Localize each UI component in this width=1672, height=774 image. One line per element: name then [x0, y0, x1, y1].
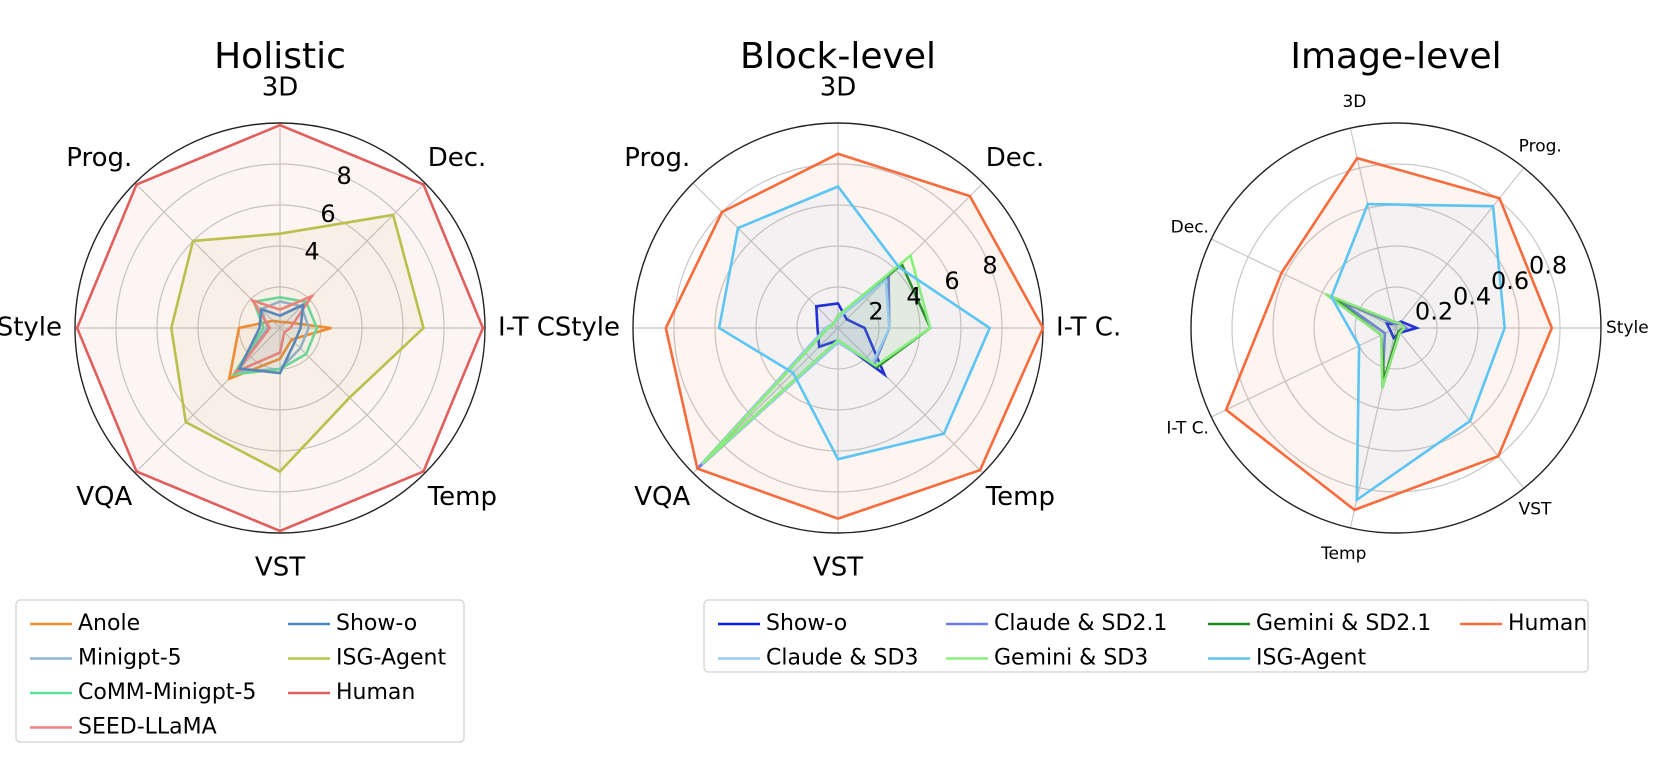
- holistic-legend: Anole Show-o Minigpt-5 ISG-Agent CoMM-Minigp…: [15, 599, 465, 743]
- axis-label-i-t-c: I-T C.: [1056, 313, 1121, 343]
- radial-tick-label: 6: [944, 267, 959, 295]
- axis-label-prog: Prog.: [66, 143, 132, 173]
- axis-label-3d: 3D: [1342, 92, 1366, 112]
- radial-tick-label: 8: [982, 252, 997, 280]
- radial-tick-label: 6: [320, 200, 335, 228]
- axis-label-temp: Temp: [1320, 544, 1366, 564]
- legend-frame: [15, 599, 465, 743]
- radial-tick-label: 2: [868, 298, 883, 326]
- radial-tick-label: 4: [906, 282, 921, 310]
- radial-tick-label: 0.4: [1453, 282, 1491, 310]
- legend-label-human: Human: [336, 680, 415, 705]
- axis-label-3d: 3D: [820, 73, 857, 103]
- axis-label-i-t-c: I-T C.: [498, 313, 563, 343]
- axis-label-dec: Dec.: [1171, 217, 1209, 237]
- outer-frame: [1190, 122, 1602, 534]
- axis-label-dec: Dec.: [986, 143, 1045, 173]
- axis-label-vst: VST: [1519, 499, 1552, 519]
- legend-label-isg-agent: ISG-Agent: [1256, 646, 1366, 671]
- grid-spoke: [1395, 327, 1525, 489]
- legend-label-comm-minigpt-5: CoMM-Minigpt-5: [78, 680, 256, 705]
- axis-label-3d: 3D: [262, 73, 299, 103]
- series-human: [664, 152, 1045, 520]
- series-gemini-sd3: [1325, 292, 1406, 389]
- series-isg-agent: [717, 184, 992, 461]
- axis-label-temp: Temp: [985, 482, 1055, 512]
- grid-spoke: [837, 327, 984, 474]
- radial-tick-label: 0.2: [1415, 298, 1453, 326]
- series-isg-agent: [1329, 202, 1507, 503]
- legend-label-show-o: Show-o: [336, 611, 417, 636]
- grid-spoke: [1349, 128, 1397, 329]
- axis-label-vst: VST: [813, 553, 863, 583]
- holistic-radar-chart: 468 3D Prog. Style VQA VST Temp I-T C. Dec. Holis…: [0, 36, 563, 583]
- series-human: [75, 123, 485, 533]
- radial-tick-label: 0.6: [1491, 267, 1529, 295]
- legend-label-minigpt-5: Minigpt-5: [78, 646, 182, 671]
- axis-label-vst: VST: [255, 553, 305, 583]
- axis-label-prog: Prog.: [624, 143, 690, 173]
- image-level-radar-chart: 0.20.40.60.8 Style Prog. 3D Dec. I-T C. Temp VS…: [1166, 36, 1648, 564]
- series-show-o: [237, 302, 305, 375]
- axis-label-style: Style: [0, 313, 62, 343]
- radial-tick-label: 8: [336, 162, 351, 190]
- legend-label-claude-sd2-1: Claude & SD2.1: [994, 611, 1167, 636]
- axis-label-style: Style: [1606, 318, 1649, 338]
- radial-tick-label: 0.8: [1529, 252, 1567, 280]
- legend-label-human: Human: [1508, 611, 1587, 636]
- legend-label-anole: Anole: [78, 611, 140, 636]
- series-isg-agent: [169, 213, 425, 474]
- legend-label-show-o: Show-o: [766, 611, 847, 636]
- axis-label-vqa: VQA: [76, 482, 132, 512]
- chart-title: Holistic: [214, 36, 346, 77]
- axis-label-temp: Temp: [427, 482, 497, 512]
- grid-spoke: [1211, 238, 1397, 329]
- legend-frame: [703, 599, 1589, 673]
- grid-spoke: [1211, 327, 1397, 418]
- legend-label-gemini-sd2-1: Gemini & SD2.1: [1256, 611, 1431, 636]
- radial-tick-label: 4: [304, 238, 319, 266]
- axis-label-prog: Prog.: [1519, 137, 1562, 157]
- series-comm-minigpt-5: [231, 295, 319, 377]
- chart-title: Block-level: [740, 36, 936, 77]
- block-level-legend: Show-o Claude & SD2.1 Gemini & SD2.1 Human C…: [703, 599, 1589, 673]
- legend-label-seed-llama: SEED-LLaMA: [78, 715, 217, 740]
- outer-frame: [74, 122, 486, 534]
- series-seed-llama: [232, 293, 316, 375]
- legend-label-gemini-sd3: Gemini & SD3: [994, 646, 1148, 671]
- grid-spoke: [692, 182, 839, 329]
- axis-label-i-t-c: I-T C.: [1166, 419, 1209, 439]
- grid-spoke: [279, 327, 426, 474]
- axis-label-style: Style: [555, 313, 620, 343]
- legend-label-isg-agent: ISG-Agent: [336, 646, 446, 671]
- grid-spoke: [1395, 167, 1525, 329]
- grid-spoke: [134, 327, 281, 474]
- legend-label-claude-sd3: Claude & SD3: [766, 646, 918, 671]
- axis-label-vqa: VQA: [634, 482, 690, 512]
- axis-label-dec: Dec.: [428, 143, 487, 173]
- chart-title: Image-level: [1290, 36, 1501, 77]
